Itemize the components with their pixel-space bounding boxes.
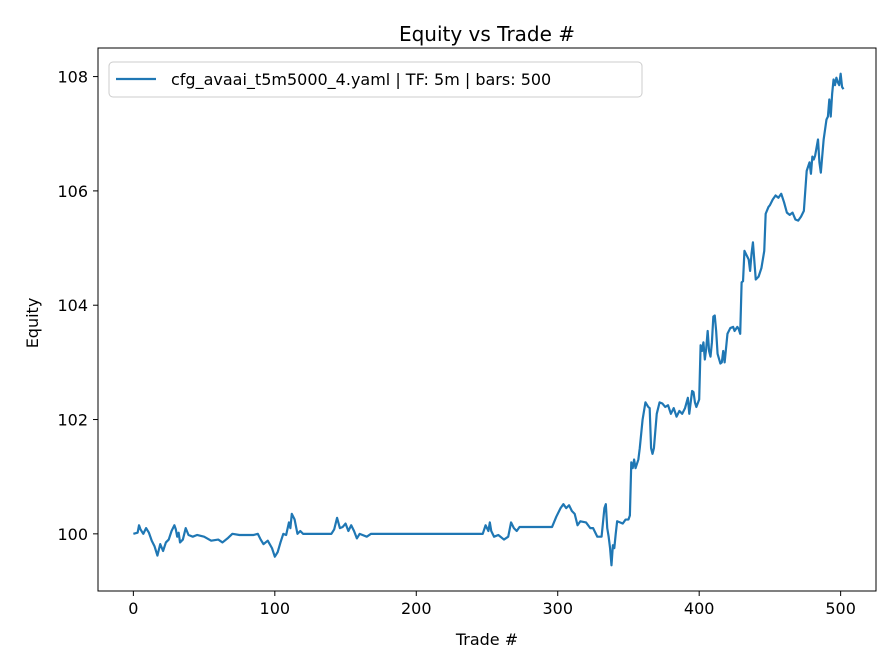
x-tick-label: 200	[401, 599, 432, 618]
plot-frame	[98, 48, 876, 591]
plot-area	[97, 47, 877, 592]
x-axis: 0 100 200 300 400 500	[128, 591, 856, 618]
x-axis-label: Trade #	[455, 630, 518, 649]
y-tick-label: 106	[57, 182, 88, 201]
legend-entry-label: cfg_avaai_t5m5000_4.yaml | TF: 5m | bars…	[171, 70, 551, 90]
y-tick-label: 100	[57, 525, 88, 544]
y-axis-label: Equity	[23, 298, 42, 349]
x-tick-label: 0	[128, 599, 138, 618]
series-line-0	[133, 72, 845, 567]
x-tick-label: 100	[260, 599, 291, 618]
x-tick-label: 300	[542, 599, 573, 618]
plot-border	[97, 47, 877, 592]
y-tick-label: 108	[57, 68, 88, 87]
series-layer	[133, 72, 845, 567]
x-tick-label: 400	[684, 599, 715, 618]
x-tick-label: 500	[825, 599, 856, 618]
legend: cfg_avaai_t5m5000_4.yaml | TF: 5m | bars…	[108, 61, 643, 98]
chart-title: Equity vs Trade #	[399, 22, 575, 46]
y-tick-label: 104	[57, 296, 88, 315]
y-tick-label: 102	[57, 411, 88, 430]
y-axis: 100 102 104 106 108	[57, 68, 98, 544]
legend-box	[108, 61, 643, 98]
